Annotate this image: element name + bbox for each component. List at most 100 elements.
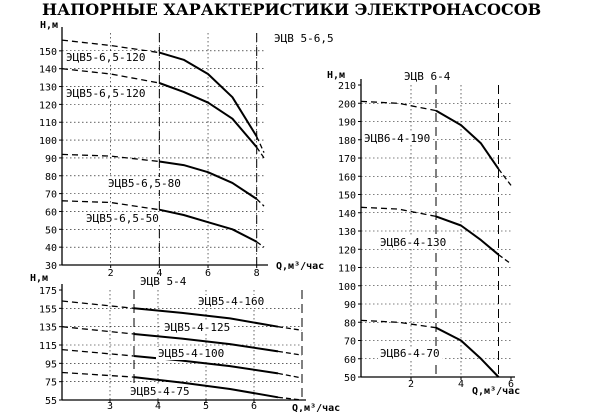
chart-2: 50 60 70 80 90 100 110 120 130 140 150 160 170 180 190… [327,70,520,397]
chart-3: 55 75 95 115 135 155 175 3 4 5 6 Н,м Q,м³/час ЭЦВ 5-4… [30,273,340,412]
x-axis-label: Q,м³/час [472,386,520,397]
series-label-background [128,385,193,398]
y-tick-label: 150 [39,47,57,58]
series-line-dashed [360,319,437,329]
series-line-working [133,333,279,353]
series-label: ЭЦВ5-6,5-80 [108,177,181,190]
series-label-background [362,132,433,145]
series-line-dashed-end [277,396,303,401]
series-2: ЭЦВ5-4-125 [61,321,303,356]
y-tick-label: 210 [338,81,356,92]
series-label-background [378,347,443,360]
series-line-dashed [61,200,160,211]
x-tick-label: 2 [108,268,114,279]
x-tick-label: 4 [155,401,161,412]
series-line-working [159,51,258,138]
series-line-dashed [360,206,437,218]
y-tick-label: 60 [45,207,57,218]
y-tick-label: 60 [344,355,356,366]
y-tick-label: 170 [338,154,356,165]
chart-title: ЭЦВ 6-4 [404,70,451,83]
series-1: ЭЦВ6-4-190 [360,100,512,186]
series-label: ЭЦВ5-4-75 [130,385,190,398]
series-label-background [162,321,233,334]
series-line-dashed [61,153,160,163]
series-label: ЭЦВ5-4-100 [158,347,224,360]
y-tick-label: 70 [344,337,356,348]
y-tick-label: 135 [39,323,57,334]
series-line-working [435,215,500,256]
y-axis-label: Н,м [30,273,48,284]
x-tick-label: 4 [156,268,162,279]
x-tick-label: 4 [458,379,464,390]
y-tick-label: 30 [45,261,57,272]
series-label: ЭЦВ6-4-130 [380,236,446,249]
series-2: ЭЦВ6-4-130 [360,206,512,265]
series-3: ЭЦВ5-4-100 [61,347,303,379]
series-line-working [133,307,279,328]
series-label-background [64,51,149,64]
series-3: ЭЦВ5-6,5-80 [61,153,265,207]
x-tick-label: 6 [205,268,211,279]
y-tick-label: 50 [344,373,356,384]
x-tick-label: 3 [107,401,113,412]
series-4: ЭЦВ5-4-75 [61,371,303,401]
series-label: ЭЦВ5-4-125 [164,321,230,334]
chart-title: ЭЦВ 5-6,5 [274,32,334,45]
x-axis-label: Q,м³/час [276,261,324,272]
y-tick-label: 115 [39,341,57,352]
series-line-dashed-end [277,326,303,331]
series-label-background [64,87,149,100]
y-tick-label: 80 [344,318,356,329]
y-axis-label: Н,м [327,70,345,81]
series-label-background [196,295,267,308]
series-3: ЭЦВ6-4-70 [360,319,500,378]
series-label: ЭЦВ5-4-160 [198,295,264,308]
series-label: ЭЦВ5-6,5-50 [86,212,159,225]
y-tick-label: 55 [45,396,57,407]
y-tick-label: 110 [39,118,57,129]
figure-title: НАПОРНЫЕ ХАРАКТЕРИСТИКИ ЭЛЕКТРОНАСОСОВ [42,0,541,19]
series-line-working [133,376,279,399]
series-line-dashed [61,39,160,54]
series-line-dashed [61,300,135,309]
series-line-dashed-end [256,241,265,248]
chart-title: ЭЦВ 5-4 [140,275,187,288]
y-tick-label: 120 [39,100,57,111]
series-line-dashed-end [256,146,265,159]
y-tick-label: 120 [338,245,356,256]
x-tick-label: 6 [508,379,514,390]
series-line-dashed-end [256,198,265,207]
y-tick-label: 110 [338,264,356,275]
charts: 30 40 50 60 70 80 90 100 110 120 130 140 150 2 4 6 8 Н,м Q… [30,20,520,412]
series-line-dashed-end [497,168,512,186]
y-tick-label: 95 [45,359,57,370]
series-line-dashed [61,68,160,84]
y-tick-label: 150 [338,191,356,202]
y-axis-label: Н,м [40,20,58,31]
series-label: ЭЦВ5-6,5-120 [66,51,145,64]
series-label-background [84,212,162,225]
series-1: ЭЦВ5-4-160 [61,295,303,331]
series-label: ЭЦВ6-4-190 [364,132,430,145]
y-tick-label: 70 [45,190,57,201]
y-tick-label: 160 [338,172,356,183]
series-line-dashed-end [277,350,303,356]
y-tick-label: 140 [39,65,57,76]
y-tick-label: 130 [338,227,356,238]
y-tick-label: 40 [45,243,57,254]
series-label: ЭЦВ6-4-70 [380,347,440,360]
x-tick-label: 2 [408,379,414,390]
series-line-dashed [360,100,437,112]
y-tick-label: 90 [344,300,356,311]
series-label: ЭЦВ5-6,5-120 [66,87,145,100]
x-axis-label: Q,м³/час [292,403,340,412]
y-tick-label: 50 [45,225,57,236]
y-tick-label: 200 [338,99,356,110]
series-label-background [106,177,184,190]
series-4: ЭЦВ5-6,5-50 [61,200,265,248]
series-line-dashed-end [498,254,512,265]
x-tick-label: 5 [203,401,209,412]
